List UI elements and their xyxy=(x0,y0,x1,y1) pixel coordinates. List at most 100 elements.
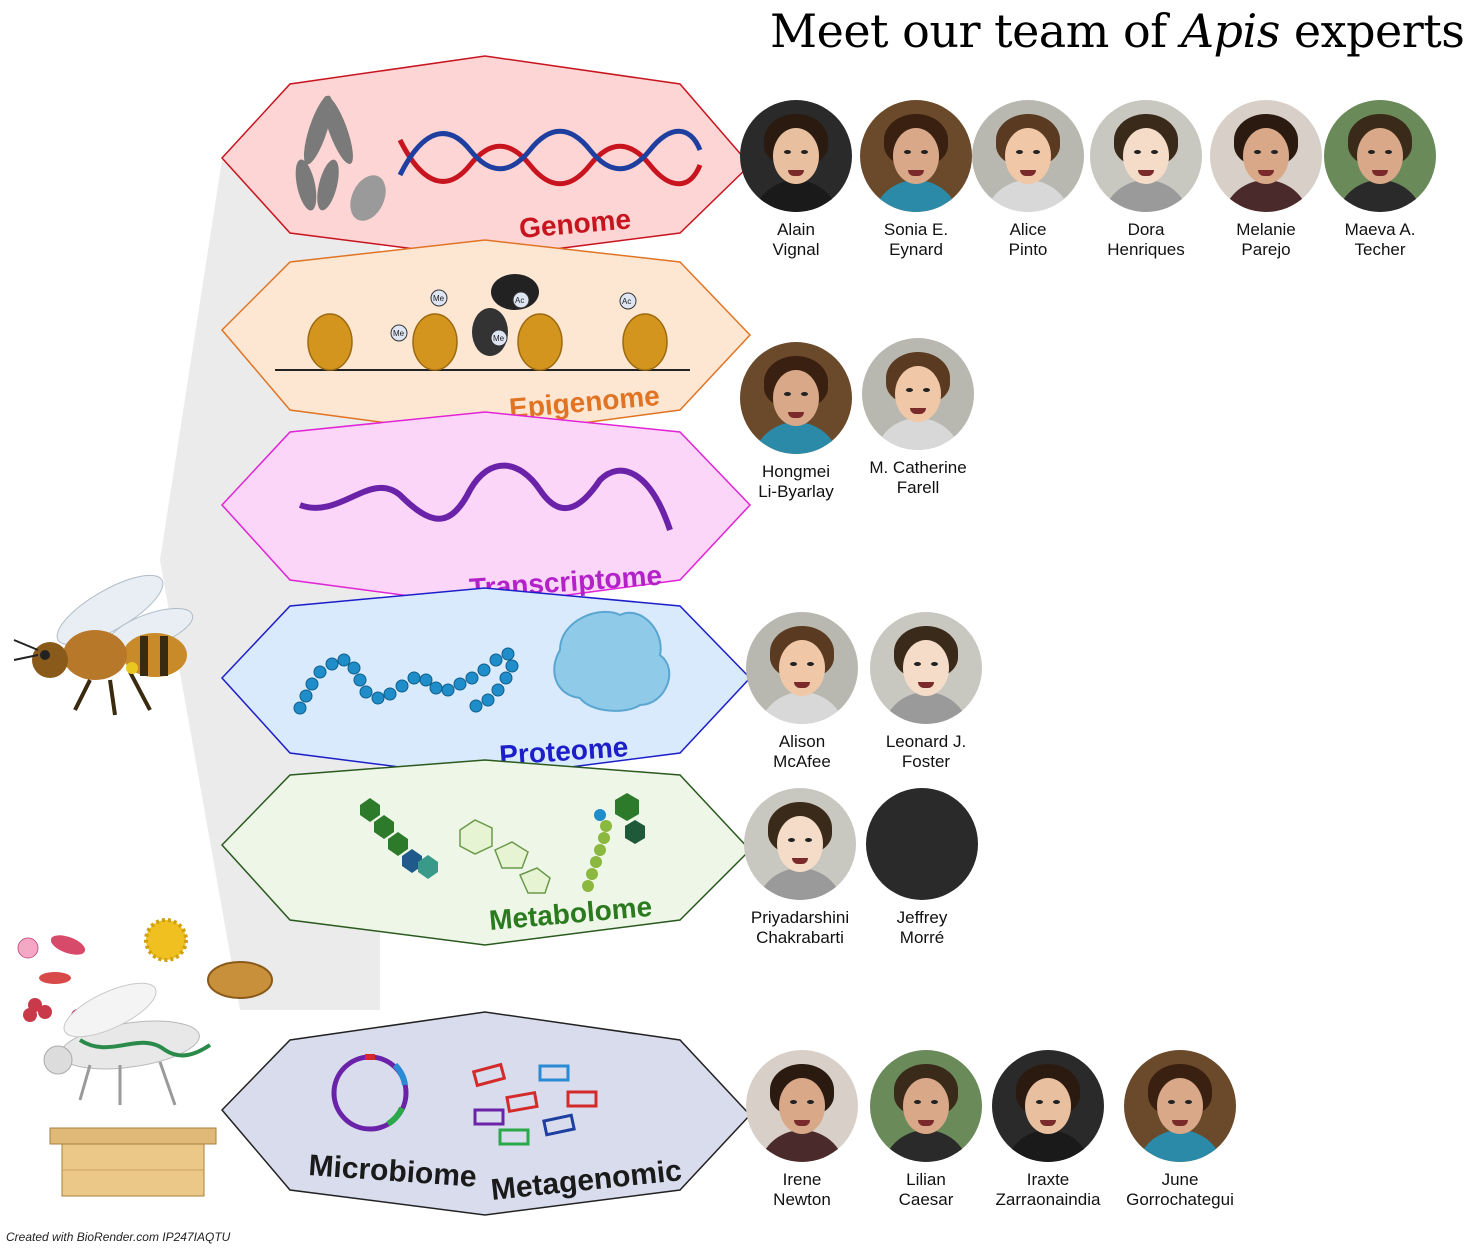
avatar xyxy=(1210,100,1322,212)
histone-mark-icons: Me Me Ac Me Ac xyxy=(390,289,637,347)
team-member-name: Hongmei Li-Byarlay xyxy=(721,462,871,502)
first-name: Sonia E. xyxy=(883,220,949,239)
last-name: Foster xyxy=(901,752,951,771)
team-member-name: Alice Pinto xyxy=(953,220,1103,260)
avatar xyxy=(740,342,852,454)
honeybee-gut-illustration xyxy=(43,982,212,1106)
team-member-card: Priyadarshini Chakrabarti xyxy=(725,788,875,948)
honeybee-illustration xyxy=(13,574,194,716)
last-name: Pinto xyxy=(1008,240,1048,259)
team-member-name: Dora Henriques xyxy=(1071,220,1221,260)
avatar xyxy=(1324,100,1436,212)
first-name: Maeva A. xyxy=(1344,220,1416,239)
last-name: Li-Byarlay xyxy=(758,482,834,501)
first-name: Dora xyxy=(1127,220,1165,239)
team-member-name: Irene Newton xyxy=(727,1170,877,1210)
svg-text:Ac: Ac xyxy=(622,297,631,306)
epigenome-layer: Me Me Ac Me Ac Epigenome xyxy=(220,239,752,437)
avatar xyxy=(862,338,974,450)
first-name: Alison xyxy=(778,732,826,751)
team-member-name: Jeffrey Morré xyxy=(847,908,997,948)
first-name: Alain xyxy=(777,220,815,239)
last-name: Caesar xyxy=(898,1190,954,1209)
first-name: Irene xyxy=(782,1170,822,1189)
team-member-card: Irene Newton xyxy=(727,1050,877,1210)
team-member-card: Melanie Parejo xyxy=(1191,100,1341,260)
team-member-card: Alice Pinto xyxy=(953,100,1103,260)
first-name: Priyadarshini xyxy=(750,908,850,927)
rna-strand-icon xyxy=(298,462,673,531)
last-name: Techer xyxy=(1354,240,1406,259)
last-name: Newton xyxy=(773,1190,831,1209)
mitochondria-icon xyxy=(350,175,386,221)
first-name: Leonard J. xyxy=(885,732,967,751)
team-member-name: June Gorrochategui xyxy=(1105,1170,1255,1210)
last-name: Chakrabarti xyxy=(756,928,844,947)
dna-fragment-icons xyxy=(471,1062,598,1146)
page-title: Meet our team of Apis experts xyxy=(770,4,1465,58)
team-member-card: Lilian Caesar xyxy=(851,1050,1001,1210)
svg-text:Me: Me xyxy=(493,334,505,343)
folded-protein-icon xyxy=(553,610,671,712)
avatar xyxy=(992,1050,1104,1162)
team-member-card: June Gorrochategui xyxy=(1105,1050,1255,1210)
team-member-card: Dora Henriques xyxy=(1071,100,1221,260)
last-name: Henriques xyxy=(1107,240,1185,259)
pollen-grain-icon xyxy=(207,961,273,999)
last-name: Parejo xyxy=(1241,240,1291,259)
team-member-name: Alison McAfee xyxy=(727,732,877,772)
team-member-card: Jeffrey Morré xyxy=(847,788,997,948)
first-name: M. Catherine xyxy=(869,458,967,477)
team-member-card: Iraxte Zarraonaindia xyxy=(973,1050,1123,1210)
team-member-name: Alain Vignal xyxy=(721,220,871,260)
first-name: Hongmei xyxy=(761,462,831,481)
avatar xyxy=(740,100,852,212)
metabolome-layer: Metabolome xyxy=(220,759,752,946)
chromosome-icon xyxy=(295,95,353,211)
transcriptome-layer: Transcriptome xyxy=(220,411,752,607)
team-member-card: Sonia E. Eynard xyxy=(841,100,991,260)
avatar xyxy=(746,1050,858,1162)
proteome-layer: Proteome xyxy=(220,587,752,779)
pollen-grain-icon xyxy=(144,918,188,962)
nucleosome-icon xyxy=(307,313,668,371)
team-member-name: M. Catherine Farell xyxy=(843,458,993,498)
first-name: Iraxte xyxy=(1026,1170,1070,1189)
last-name: Farell xyxy=(896,478,940,497)
sugar-molecule-icon xyxy=(459,819,551,894)
avatar xyxy=(972,100,1084,212)
team-member-name: Leonard J. Foster xyxy=(851,732,1001,772)
first-name: Jeffrey xyxy=(896,908,948,927)
team-member-card: Hongmei Li-Byarlay xyxy=(721,342,871,502)
avatar xyxy=(860,100,972,212)
last-name: Zarraonaindia xyxy=(995,1190,1101,1209)
team-member-name: Priyadarshini Chakrabarti xyxy=(725,908,875,948)
last-name: Morré xyxy=(899,928,945,947)
first-name: Lilian xyxy=(906,1170,946,1189)
avatar xyxy=(870,1050,982,1162)
team-member-name: Maeva A. Techer xyxy=(1305,220,1455,260)
svg-text:Ac: Ac xyxy=(515,296,524,305)
team-member-card: Maeva A. Techer xyxy=(1305,100,1455,260)
beehive-box-illustration xyxy=(49,1127,217,1197)
dna-helix-icon xyxy=(397,128,703,187)
team-member-card: Alison McAfee xyxy=(727,612,877,772)
lipid-molecule-icon xyxy=(360,798,438,879)
last-name: Eynard xyxy=(889,240,943,259)
team-member-card: Leonard J. Foster xyxy=(851,612,1001,772)
avatar xyxy=(1090,100,1202,212)
fatty-acid-icon xyxy=(582,793,645,892)
last-name: McAfee xyxy=(773,752,831,771)
svg-text:Me: Me xyxy=(393,329,405,338)
genome-layer: Genome xyxy=(220,55,752,259)
team-member-name: Lilian Caesar xyxy=(851,1170,1001,1210)
team-member-name: Iraxte Zarraonaindia xyxy=(973,1170,1123,1210)
team-member-card: Alain Vignal xyxy=(721,100,871,260)
team-member-card: M. Catherine Farell xyxy=(843,338,993,498)
avatar xyxy=(870,612,982,724)
avatar xyxy=(1124,1050,1236,1162)
last-name: Vignal xyxy=(772,240,820,259)
last-name: Gorrochategui xyxy=(1126,1190,1234,1209)
